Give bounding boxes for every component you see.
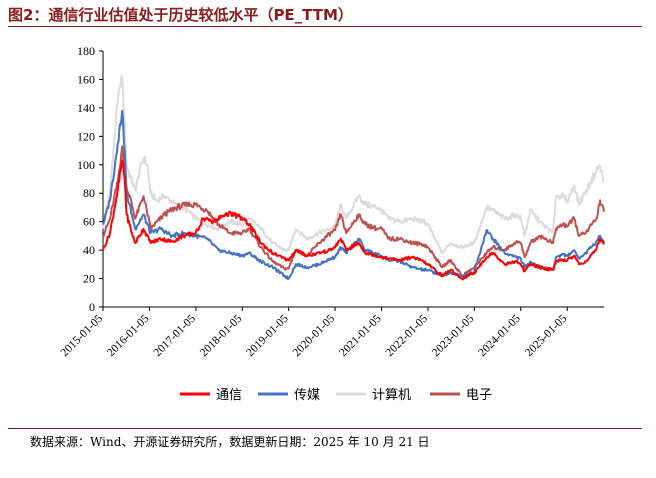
- y-tick-label: 60: [83, 215, 95, 229]
- chart-series: [102, 75, 605, 281]
- top-rule: [8, 26, 642, 27]
- series-line: [102, 109, 605, 280]
- series-line: [102, 159, 605, 281]
- series-line: [102, 75, 605, 254]
- x-tick-label: 2018-01-05: [198, 312, 245, 359]
- bottom-rule: [8, 428, 642, 429]
- x-tick-label: 2019-01-05: [244, 312, 291, 359]
- legend-label: 传媒: [294, 388, 320, 403]
- figure-title: 图2：通信行业估值处于历史较低水平（PE_TTM）: [8, 6, 353, 24]
- y-tick-label: 180: [77, 44, 95, 58]
- y-tick-label: 120: [77, 129, 95, 143]
- y-tick-label: 100: [77, 158, 95, 172]
- x-tick-label: 2024-01-05: [476, 312, 523, 359]
- x-tick-label: 2020-01-05: [291, 312, 338, 359]
- y-tick-label: 80: [83, 186, 95, 200]
- y-tick-label: 160: [77, 72, 95, 86]
- y-tick-label: 40: [83, 243, 95, 257]
- x-tick-label: 2017-01-05: [152, 312, 199, 359]
- x-tick-label: 2023-01-05: [430, 312, 477, 359]
- source-note: 数据来源：Wind、开源证券研究所，数据更新日期：2025 年 10 月 21 …: [30, 435, 430, 449]
- legend-label: 通信: [216, 388, 242, 403]
- legend-label: 计算机: [372, 388, 411, 403]
- x-tick-label: 2025-01-05: [523, 312, 570, 359]
- y-tick-label: 140: [77, 101, 95, 115]
- y-tick-label: 0: [89, 300, 95, 314]
- x-tick-label: 2022-01-05: [384, 312, 431, 359]
- x-tick-label: 2016-01-05: [105, 312, 152, 359]
- y-tick-label: 20: [83, 272, 95, 286]
- legend-label: 电子: [466, 388, 492, 403]
- x-tick-label: 2021-01-05: [337, 312, 384, 359]
- chart-legend: 通信 传媒 计算机 电子: [180, 388, 492, 403]
- series-line: [102, 145, 605, 278]
- x-tick-label: 2015-01-05: [59, 312, 106, 359]
